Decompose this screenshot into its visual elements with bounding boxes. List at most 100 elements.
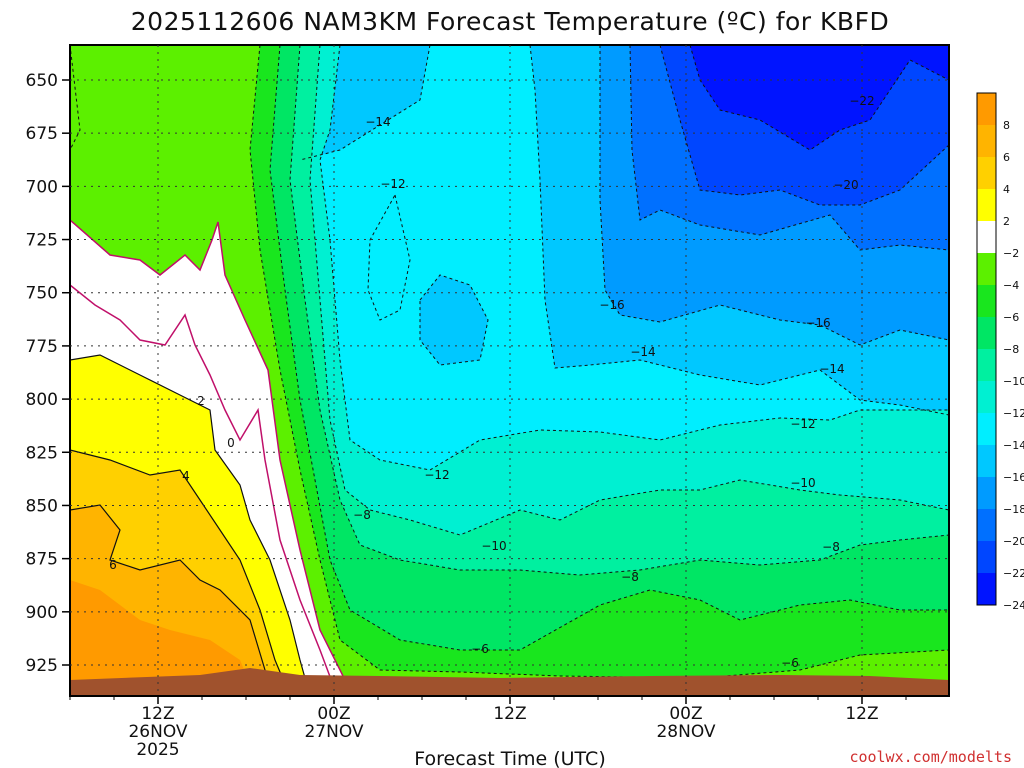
colorbar-swatch [977,157,996,189]
colorbar-swatch [977,221,996,253]
contour-value-label: −6 [471,642,489,656]
region-minus23 [690,45,949,150]
contour-line [70,45,81,151]
y-tick-label: 725 [26,231,58,251]
colorbar-label: −24 [1003,599,1024,612]
y-tick-label: 700 [26,177,58,197]
contour-value-label: −10 [481,539,506,553]
contour-value-label: −8 [353,508,371,522]
colorbar-swatch [977,125,996,157]
contour-line [419,274,489,366]
colorbar-label: −6 [1003,311,1019,324]
y-tick-label: 850 [26,496,58,516]
contour-line [629,45,949,251]
contour-line [319,45,949,471]
colorbar-label: −14 [1003,439,1024,452]
region-plus9 [70,580,255,696]
contour-value-label: 2 [197,394,205,408]
colorbar-label: 2 [1003,215,1010,228]
colorbar-label: 6 [1003,151,1010,164]
contour-line [299,45,431,161]
colorbar-label: −18 [1003,503,1024,516]
colorbar-label: −4 [1003,279,1019,292]
x-tick-label: 26NOV [128,722,187,742]
colorbar-swatch [977,93,996,125]
x-tick-label: 28NOV [656,722,715,742]
colorbar: 8 6 4 2 −2 −4 −6 −8 −10 −12 −14 −16 −18 −20 −22 −24 [976,92,1024,612]
colorbar-swatch [977,573,996,605]
colorbar-swatch [977,349,996,381]
colorbar-label: −2 [1003,247,1019,260]
zero-contours [70,219,351,691]
colorbar-label: 8 [1003,119,1010,132]
y-tick-label: 650 [26,71,58,91]
contour-line [249,45,949,679]
contour-value-label: −14 [365,115,390,129]
region-minus15c [420,275,488,365]
contour-value-label: −16 [805,316,830,330]
colorbar-border [976,92,997,606]
contour-value-label: −20 [833,178,858,192]
colorbar-swatch [977,509,996,541]
x-axis-title: Forecast Time (UTC) [414,748,605,768]
contour-line [70,354,311,696]
credit-text: coolwx.com/modelts [849,748,1012,766]
colorbar-label: −8 [1003,343,1019,356]
contour-line [659,45,949,206]
contour-line [70,449,291,696]
contour-labels: −14 −12 −22 −20 −16 −16 −14 −14 −12 −12 −10 −10 −8 −8… [109,94,874,670]
y-tick-label: 900 [26,603,58,623]
contour-line [70,284,336,691]
contour-line [309,45,949,536]
y-axis: 650 675 700 725 750 775 800 825 850 875 900 925 [26,71,70,676]
contour-value-label: −8 [621,570,639,584]
contour-line [367,193,411,321]
colorbar-swatch [977,541,996,573]
colorbar-swatch [977,285,996,317]
contour-value-label: −14 [630,345,655,359]
y-tick-label: 675 [26,124,58,144]
contour-value-label: −12 [790,417,815,431]
contour-value-label: 0 [227,436,235,450]
contour-value-label: −6 [781,656,799,670]
chart-title: 2025112606 NAM3KM Forecast Temperature (… [131,7,889,36]
colorbar-swatch [977,381,996,413]
colorbar-swatch [977,317,996,349]
contour-line [70,504,271,696]
contour-line [289,45,949,576]
colorbar-label: −10 [1003,375,1024,388]
y-tick-label: 800 [26,390,58,410]
contour-value-label: −8 [822,540,840,554]
temperature-field [70,45,949,696]
contour-value-label: −16 [599,298,624,312]
y-tick-label: 925 [26,656,58,676]
colorbar-swatch [977,477,996,509]
y-tick-label: 875 [26,550,58,570]
contour-value-label: −12 [380,177,405,191]
contour-line [529,45,949,416]
colorbar-swatch [977,413,996,445]
x-tick-label: 12Z [845,704,878,724]
contour-value-label: 6 [109,558,117,572]
x-tick-label: 2025 [136,740,179,760]
y-tick-label: 825 [26,443,58,463]
colorbar-swatch [977,189,996,221]
y-tick-label: 775 [26,337,58,357]
contour-value-label: −22 [849,94,874,108]
colorbar-swatch [977,253,996,285]
contour-line [70,219,351,691]
x-tick-label: 00Z [669,704,702,724]
colorbar-swatch [977,445,996,477]
colorbar-label: −12 [1003,407,1024,420]
colorbar-label: −16 [1003,471,1024,484]
contour-value-label: −14 [819,362,844,376]
positive-contours [70,354,311,696]
x-tick-label: 27NOV [304,722,363,742]
colorbar-label: −22 [1003,567,1024,580]
contour-value-label: 4 [182,469,190,483]
x-tick-label: 12Z [493,704,526,724]
x-tick-label: 12Z [141,704,174,724]
contour-value-label: −10 [790,476,815,490]
